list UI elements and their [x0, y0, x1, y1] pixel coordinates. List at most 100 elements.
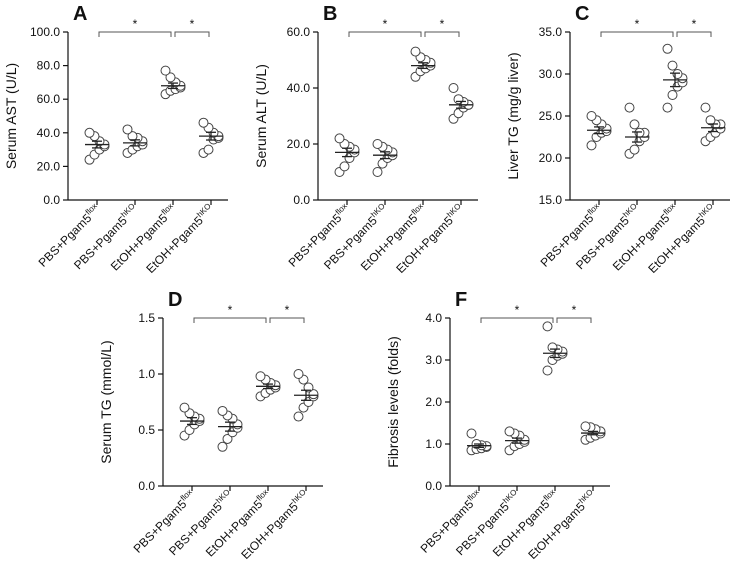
y-tick-label: 0.0 — [293, 193, 310, 207]
significance-bracket — [676, 31, 712, 37]
data-point — [586, 111, 597, 121]
data-point — [624, 102, 635, 113]
significance-bracket — [556, 317, 592, 323]
significance-bracket — [424, 31, 460, 37]
data-point — [217, 405, 228, 416]
data-point — [334, 133, 345, 144]
y-tick-label: 60.0 — [287, 25, 311, 39]
y-tick-label: 0.5 — [138, 423, 155, 437]
panel-letter: C — [575, 3, 589, 25]
significance-label: * — [572, 303, 577, 317]
data-point — [198, 117, 209, 128]
x-tick-label: EtOH+Pgam5flox — [609, 202, 681, 274]
x-tick-label: PBS+Pgam5hKO — [70, 202, 141, 273]
data-point — [179, 402, 190, 413]
y-tick-label: 0.0 — [425, 479, 442, 493]
x-tick-label: PBS+Pgam5hKO — [572, 202, 643, 273]
y-tick-label: 40.0 — [37, 126, 61, 140]
panel-letter: D — [168, 289, 182, 311]
significance-bracket — [193, 317, 267, 323]
significance-bracket — [98, 31, 172, 37]
x-tick-label: PBS+Pgam5hKO — [452, 488, 523, 559]
category-superscript: hKO — [697, 202, 715, 220]
y-tick-label: 3.0 — [425, 353, 442, 367]
significance-label: * — [190, 17, 195, 31]
data-point — [222, 433, 233, 444]
data-point — [667, 90, 678, 100]
y-axis-label: Serum ALT (U/L) — [253, 64, 269, 168]
panel-letter: A — [73, 3, 87, 25]
category-superscript: hKO — [577, 488, 595, 506]
x-tick-label: PBS+Pgam5hKO — [165, 488, 236, 559]
significance-bracket — [480, 317, 554, 323]
category-superscript: hKO — [290, 488, 308, 506]
data-point — [466, 428, 477, 439]
data-point — [410, 46, 421, 57]
y-tick-label: 35.0 — [539, 25, 563, 39]
data-point — [586, 140, 597, 151]
y-tick-label: 25.0 — [539, 109, 563, 123]
data-point — [84, 127, 95, 138]
data-point — [580, 421, 591, 432]
data-point — [629, 144, 640, 155]
data-point — [339, 161, 350, 172]
data-point — [127, 131, 138, 142]
data-point — [165, 72, 176, 83]
y-tick-label: 20.0 — [539, 151, 563, 165]
data-point — [293, 411, 304, 422]
y-tick-label: 30.0 — [539, 67, 563, 81]
x-tick-label: EtOH+Pgam5flox — [202, 488, 274, 560]
x-tick-label: PBS+Pgam5hKO — [320, 202, 391, 273]
significance-label: * — [228, 303, 233, 317]
data-point — [372, 139, 383, 149]
data-point — [705, 115, 716, 126]
x-tick-label: EtOH+Pgam5flox — [489, 488, 561, 560]
y-tick-label: 2.0 — [425, 395, 442, 409]
category-superscript: hKO — [119, 202, 137, 220]
y-tick-label: 60.0 — [37, 92, 61, 106]
x-tick-label: EtOH+Pgam5flox — [107, 202, 179, 274]
y-tick-label: 80.0 — [37, 59, 61, 73]
y-axis-label: Serum AST (U/L) — [3, 63, 19, 169]
significance-bracket — [348, 31, 422, 37]
data-point — [542, 321, 553, 332]
data-point — [293, 369, 304, 379]
panel-letter: F — [455, 289, 467, 311]
data-point — [448, 83, 459, 93]
data-point — [667, 60, 678, 71]
y-tick-label: 4.0 — [425, 311, 442, 325]
y-tick-label: 20.0 — [287, 137, 311, 151]
data-point — [160, 65, 171, 76]
y-tick-label: 1.5 — [138, 311, 155, 325]
y-axis-label: Serum TG (mmol/L) — [98, 340, 114, 463]
category-superscript: hKO — [445, 202, 463, 220]
panel-letter: B — [323, 3, 337, 25]
x-tick-label: EtOH+Pgam5hKO — [238, 488, 313, 563]
category-superscript: hKO — [621, 202, 639, 220]
significance-bracket — [600, 31, 674, 37]
x-tick-label: EtOH+Pgam5hKO — [143, 202, 218, 277]
data-point — [217, 441, 228, 452]
x-tick-label: EtOH+Pgam5hKO — [525, 488, 600, 563]
category-superscript: hKO — [214, 488, 232, 506]
significance-bracket — [269, 317, 305, 323]
data-point — [700, 102, 711, 113]
data-point — [203, 144, 214, 155]
y-tick-label: 0.0 — [43, 193, 60, 207]
significance-label: * — [692, 17, 697, 31]
y-tick-label: 15.0 — [539, 193, 563, 207]
significance-label: * — [383, 17, 388, 31]
x-tick-label: EtOH+Pgam5flox — [357, 202, 429, 274]
data-point — [629, 119, 640, 130]
x-tick-label: EtOH+Pgam5hKO — [393, 202, 468, 277]
x-tick-label: EtOH+Pgam5hKO — [645, 202, 720, 277]
data-point — [504, 426, 515, 437]
y-tick-label: 1.0 — [425, 437, 442, 451]
significance-label: * — [285, 303, 290, 317]
data-point — [542, 365, 553, 376]
data-point — [662, 102, 673, 113]
y-tick-label: 40.0 — [287, 81, 311, 95]
data-point — [122, 124, 133, 135]
category-superscript: hKO — [501, 488, 519, 506]
